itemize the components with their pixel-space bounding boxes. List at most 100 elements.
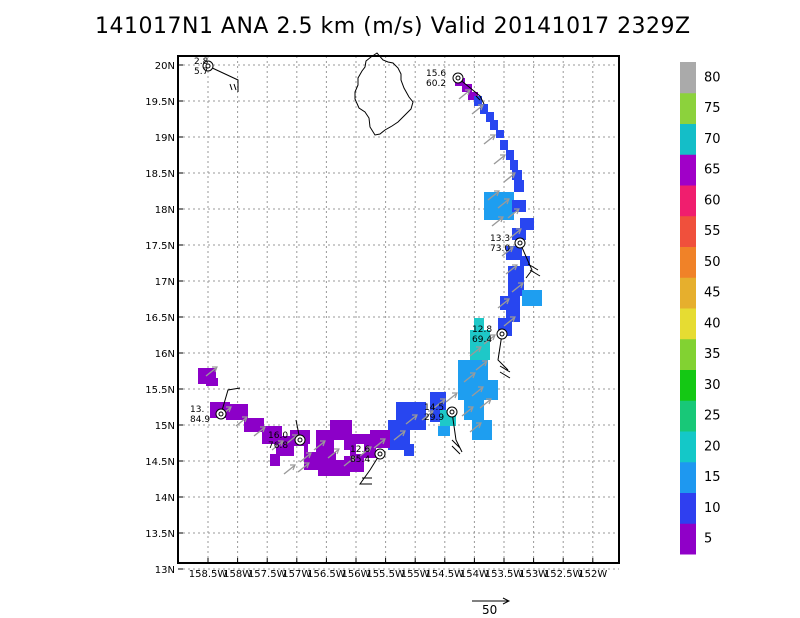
station-circle	[374, 448, 386, 460]
colorbar-swatch	[680, 123, 696, 155]
lat-label: 18N	[155, 205, 175, 216]
wind-cell-gap	[334, 440, 344, 452]
wind-cell	[206, 378, 218, 386]
colorbar-swatch	[680, 277, 696, 309]
station-circle	[514, 237, 526, 249]
colorbar-label: 45	[704, 286, 721, 301]
colorbar-swatch	[680, 523, 696, 555]
station-dot	[499, 331, 505, 337]
wind-arrow-head	[428, 410, 434, 417]
island-outline	[354, 52, 414, 136]
station-label-bottom: 60.2	[426, 79, 446, 89]
wind-speed-cells	[198, 78, 542, 476]
lat-label: 17.5N	[145, 241, 175, 252]
wind-arrow	[283, 465, 295, 475]
lat-label: 18.5N	[145, 169, 175, 180]
colorbar-label: 75	[704, 101, 721, 116]
wind-arrow-head	[468, 406, 474, 413]
wind-arrow-head	[490, 334, 496, 341]
station-label-top: 2.8	[194, 57, 209, 67]
wind-cell	[244, 418, 264, 432]
wind-arrow	[475, 361, 487, 371]
wind-cell	[472, 420, 492, 440]
station-label-top: 12.8	[472, 325, 492, 335]
lon-label: 158W	[223, 569, 252, 580]
station-circle	[294, 434, 306, 446]
colorbar-label: 80	[704, 70, 721, 85]
lon-label: 154W	[460, 569, 489, 580]
wind-cell	[500, 140, 508, 150]
colorbar-label: 35	[704, 347, 721, 362]
colorbar-label: 65	[704, 163, 721, 178]
longitude-labels: 158.5W158W157.5W157W156.5W156W155.5W155W…	[189, 558, 607, 580]
wind-arrow	[483, 135, 495, 145]
wind-arrow	[299, 453, 311, 463]
wind-cell	[388, 420, 410, 450]
station-label-top: 13.3	[490, 234, 510, 244]
station-label-top: 15.6	[426, 69, 446, 79]
wind-arrow	[285, 435, 297, 445]
wind-arrow	[463, 373, 475, 383]
lat-label: 19N	[155, 133, 175, 144]
lat-label: 14N	[155, 493, 175, 504]
colorbar-label: 15	[704, 470, 721, 485]
wind-arrow	[503, 317, 515, 327]
lat-label: 13.5N	[145, 529, 175, 540]
colorbar-label: 5	[704, 532, 712, 547]
colorbar-label: 55	[704, 224, 721, 239]
colorbar-swatch	[680, 492, 696, 524]
wind-arrow	[433, 399, 445, 409]
wind-arrow	[405, 415, 417, 425]
wind-barb	[451, 411, 463, 455]
wind-cell	[474, 96, 482, 106]
lon-label: 156.5W	[307, 569, 346, 580]
colorbar-swatch	[680, 154, 696, 186]
wind-arrow-head	[476, 346, 482, 353]
station-sw-top-left: 2.85.7	[194, 57, 239, 92]
wind-arrow	[297, 463, 309, 473]
colorbar-swatch	[680, 215, 696, 247]
lat-label: 15.5N	[145, 385, 175, 396]
wind-arrow	[359, 447, 371, 457]
colorbar-swatch	[680, 400, 696, 432]
wind-arrow-head	[518, 282, 524, 289]
colorbar-label: 10	[704, 501, 721, 516]
colorbar-label: 25	[704, 409, 721, 424]
wind-arrow-head	[494, 190, 500, 197]
wind-arrow-head	[504, 298, 510, 305]
wind-arrow	[469, 347, 481, 357]
lat-label: 19.5N	[145, 97, 175, 108]
wind-arrow-head	[500, 154, 506, 161]
wind-arrow-head	[478, 386, 484, 393]
lon-label: 153.5W	[485, 569, 524, 580]
gridlines	[178, 56, 619, 570]
station-south-1: 16.076.8	[268, 419, 306, 451]
wind-cell	[490, 120, 498, 130]
wind-cell-gap	[356, 444, 364, 454]
wind-arrow	[509, 229, 521, 239]
colorbar: 5 10 15 20 25 30 35 40 45 50 55 60 65 70 75 80	[680, 62, 721, 555]
lon-label: 152W	[578, 569, 607, 580]
wind-arrow	[421, 411, 433, 421]
wind-cell	[506, 150, 514, 160]
wind-cell	[520, 218, 534, 230]
lat-label: 16.5N	[145, 313, 175, 324]
wind-cell	[464, 400, 484, 420]
wind-cell	[270, 454, 280, 466]
colorbar-swatch	[680, 308, 696, 340]
wind-cell-gap	[308, 444, 316, 452]
station-dot	[517, 240, 523, 246]
map-frame	[177, 55, 620, 564]
wind-cell	[488, 380, 498, 400]
wind-cell	[484, 192, 514, 220]
lon-label: 157W	[282, 569, 311, 580]
station-label-bottom: 69.4	[472, 335, 492, 345]
wind-arrow	[393, 431, 405, 441]
wind-barb	[220, 387, 241, 415]
wind-cell	[404, 444, 414, 456]
wind-arrow	[253, 427, 265, 437]
colorbar-swatch	[680, 461, 696, 493]
station-dot	[205, 63, 211, 69]
colorbar-label: 20	[704, 439, 721, 454]
